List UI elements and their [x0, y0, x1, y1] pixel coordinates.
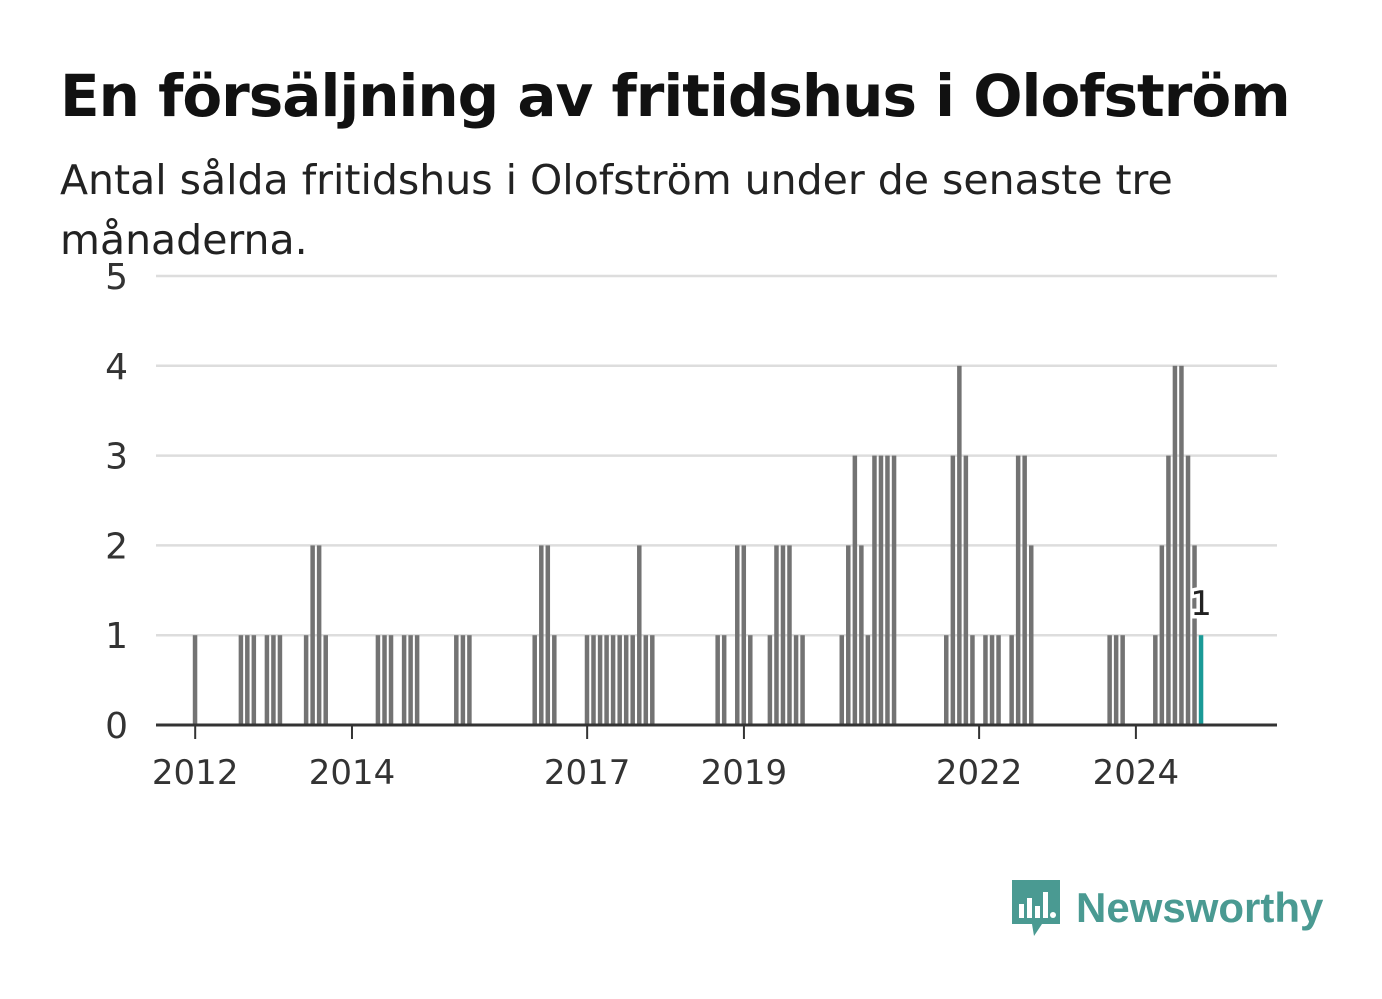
bar	[545, 545, 551, 725]
bar	[375, 635, 381, 725]
bar	[944, 635, 949, 725]
bar	[1113, 635, 1119, 725]
bar	[467, 635, 472, 725]
bar	[271, 635, 276, 725]
x-tick-label: 2014	[309, 753, 396, 793]
bar	[767, 635, 773, 725]
bar	[650, 635, 655, 725]
bar	[872, 455, 877, 725]
bar	[970, 635, 975, 725]
bar	[532, 635, 537, 725]
bar	[316, 545, 322, 725]
bar	[310, 545, 315, 725]
bar	[414, 635, 420, 725]
bar	[891, 455, 897, 725]
bar	[721, 635, 727, 725]
bar	[1009, 635, 1014, 725]
bar	[238, 635, 244, 725]
bar	[1166, 455, 1171, 725]
y-tick-label: 2	[105, 526, 128, 567]
y-tick-label: 3	[105, 437, 128, 478]
bar	[1022, 455, 1027, 725]
bar	[735, 545, 740, 725]
bar	[277, 635, 283, 725]
brand-name: Newsworthy	[1076, 884, 1324, 931]
bar	[865, 635, 871, 725]
bar	[963, 455, 969, 725]
bar	[996, 635, 1001, 725]
bar	[885, 455, 890, 725]
bar	[715, 635, 720, 725]
bar	[846, 545, 851, 725]
chart-subtitle: Antal sålda fritidshus i Olofström under…	[60, 156, 1173, 264]
x-tick-label: 2024	[1093, 753, 1180, 793]
newsworthy-logo-icon	[1012, 880, 1060, 936]
bar	[630, 635, 635, 725]
bar	[245, 635, 250, 725]
bar	[604, 635, 609, 725]
bar	[1015, 455, 1021, 725]
bar	[323, 635, 328, 725]
bar	[591, 635, 596, 725]
bar	[878, 455, 884, 725]
y-tick-label: 0	[105, 706, 128, 747]
bar	[748, 635, 753, 725]
bar	[957, 365, 962, 725]
x-tick-label: 2019	[701, 753, 788, 793]
y-tick-label: 4	[105, 347, 128, 388]
bar	[793, 635, 799, 725]
x-tick-label: 2022	[936, 753, 1023, 793]
bar	[643, 635, 649, 725]
bar	[597, 635, 603, 725]
bar	[839, 635, 845, 725]
latest-value-label: 1	[1190, 584, 1212, 624]
bar	[852, 455, 858, 725]
bar	[950, 455, 956, 725]
bar	[787, 545, 792, 725]
bar	[741, 545, 747, 725]
bar	[989, 635, 995, 725]
bar	[552, 635, 557, 725]
bar	[408, 635, 413, 725]
y-tick-label: 5	[105, 257, 128, 298]
bar	[303, 635, 309, 725]
bar	[617, 635, 622, 725]
bar	[1179, 365, 1184, 725]
chart-title: En försäljning av fritidshus i Olofström	[60, 62, 1291, 130]
bar	[382, 635, 387, 725]
bar	[454, 635, 459, 725]
bar	[460, 635, 466, 725]
bar	[1120, 635, 1125, 725]
bar	[1185, 455, 1191, 725]
bar	[192, 635, 198, 725]
bar	[1028, 545, 1034, 725]
bar	[610, 635, 616, 725]
x-tick-label: 2017	[544, 753, 631, 793]
bar	[1107, 635, 1112, 725]
bar	[623, 635, 629, 725]
bar	[800, 635, 805, 725]
bar	[780, 545, 786, 725]
bar	[637, 545, 642, 725]
x-tick-label: 2012	[152, 753, 239, 793]
bar	[1192, 545, 1197, 725]
bar	[1153, 635, 1158, 725]
bar-latest	[1198, 635, 1204, 725]
bar	[388, 635, 394, 725]
bar	[1172, 365, 1178, 725]
y-tick-label: 1	[105, 616, 128, 657]
bar	[264, 635, 270, 725]
newsworthy-brand[interactable]: Newsworthy	[1010, 878, 1323, 938]
bar	[251, 635, 257, 725]
bar	[983, 635, 988, 725]
bar	[774, 545, 779, 725]
bar	[584, 635, 590, 725]
bar	[1159, 545, 1165, 725]
bar	[859, 545, 864, 725]
bar	[539, 545, 544, 725]
bar	[401, 635, 407, 725]
